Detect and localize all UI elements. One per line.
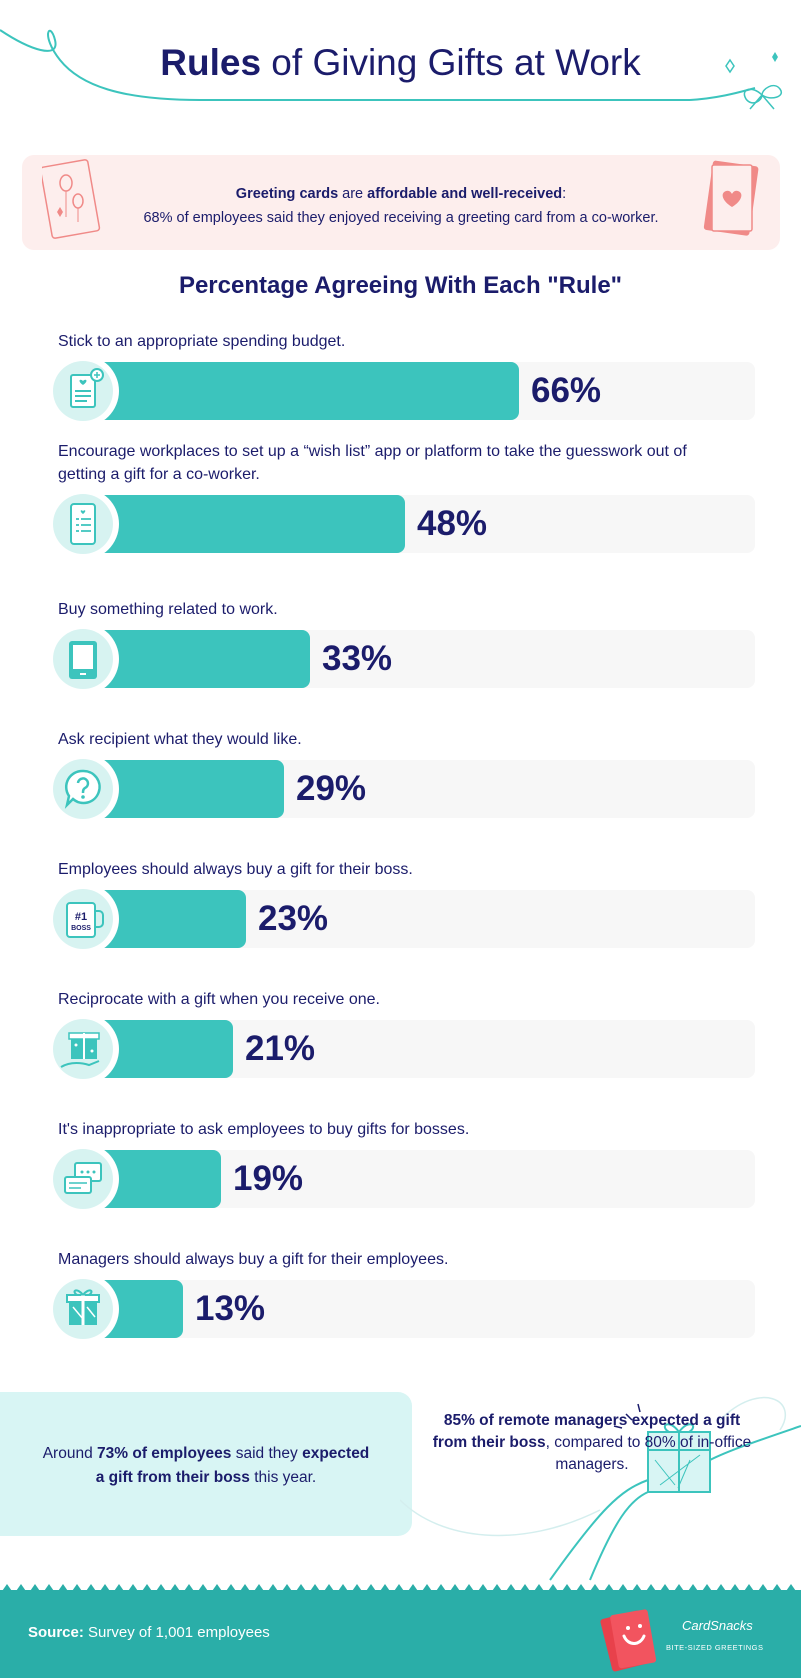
value-label: 33% [322,639,393,678]
value-label: 48% [417,504,488,543]
page-title: Rules of Giving Gifts at Work [160,42,641,83]
gift-handoff-illustration [400,1396,801,1581]
icon-badge [47,1273,119,1345]
rule-label: It's inappropriate to ask employees to b… [58,1121,470,1138]
greeting-card-callout: Greeting cards are affordable and well-r… [22,155,780,250]
rule-label: Encourage workplaces to set up a “wish l… [58,443,687,483]
icon-badge [47,355,119,427]
remote-managers-stat-text: 85% of remote managers expected a gift f… [432,1412,752,1473]
gift-box-icon [53,1279,113,1339]
icon-badge [47,1143,119,1215]
boss-gift-stat-text: Around 73% of employees said they expect… [42,1445,370,1486]
icon-badge [47,1013,119,1085]
balloon-card-icon [42,159,101,239]
boss-gift-stat-box: Around 73% of employees said they expect… [0,1392,412,1536]
bar [100,760,284,818]
icon-badge [47,488,119,560]
value-label: 23% [258,899,329,938]
rule-label: Ask recipient what they would like. [58,731,302,748]
bar [100,890,246,948]
ribbon-decoration [0,29,783,110]
bar-track [100,1280,755,1338]
rule-label: Reciprocate with a gift when you receive… [58,991,380,1008]
bar [100,362,519,420]
svg-text:#1: #1 [75,911,87,923]
bar [100,630,310,688]
value-label: 13% [195,1289,266,1328]
rule-label: Employees should always buy a gift for t… [58,861,413,878]
tablet-icon [53,629,113,689]
value-label: 21% [245,1029,316,1068]
heart-card-icon [703,160,759,236]
value-label: 66% [531,371,602,410]
source-note: Source: Survey of 1,001 employees [28,1624,270,1641]
rule-label: Managers should always buy a gift for th… [58,1251,449,1268]
svg-text:BOSS: BOSS [71,925,91,932]
header: Rules of Giving Gifts at Work [0,0,801,110]
document-icon [53,361,113,421]
rule-label: Stick to an appropriate spending budget. [58,333,346,350]
logo-tagline: BITE-SIZED GREETINGS [666,1643,764,1652]
wishlist-tablet-icon [53,494,113,554]
rule-label: Buy something related to work. [58,601,278,618]
footer-wave-edge [0,1584,801,1594]
boss-mug-icon: #1 BOSS [53,889,113,949]
icon-badge: #1 BOSS [47,883,119,955]
logo-name[interactable]: CardSnacks [682,1618,753,1633]
icon-badge [47,623,119,695]
chart-title: Percentage Agreeing With Each "Rule" [178,272,623,299]
bar [100,1150,221,1208]
gift-hand-icon [53,1019,113,1079]
bar [100,495,405,553]
callout-text: Greeting cards are affordable and well-r… [143,186,659,226]
chat-bubbles-icon [53,1149,113,1209]
question-bubble-icon [53,759,113,819]
cardsnacks-logo-icon [600,1609,657,1672]
bar [100,1020,233,1078]
footer: Source: Survey of 1,001 employees CardSn… [0,1584,801,1678]
value-label: 19% [233,1159,304,1198]
icon-badge [47,753,119,825]
value-label: 29% [296,769,367,808]
